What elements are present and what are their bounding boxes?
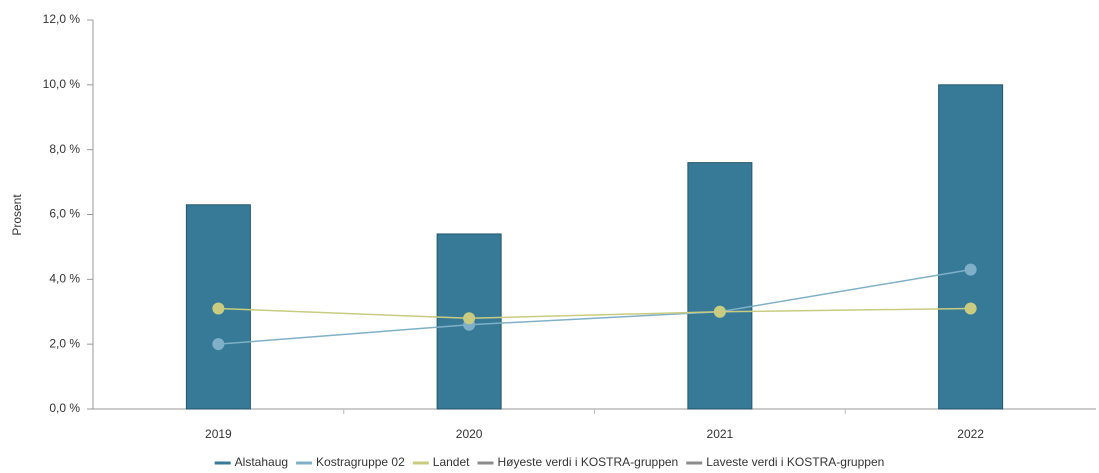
line [218,307,971,319]
point [212,302,225,315]
line [218,268,971,345]
y-axis-label: Prosent [10,194,24,236]
x-tick-label: 2021 [707,427,734,441]
point [212,338,225,351]
point [463,312,476,325]
point [964,263,977,276]
y-tick-label: 12,0 % [43,12,81,26]
legend-label: Laveste verdi i KOSTRA-gruppen [706,455,884,469]
y-tick-label: 10,0 % [43,77,81,91]
legend-label: Alstahaug [235,455,288,469]
legend-label: Kostragruppe 02 [316,455,405,469]
x-tick-label: 2022 [957,427,984,441]
y-tick-label: 6,0 % [49,207,80,221]
legend-label: Høyeste verdi i KOSTRA-gruppen [497,455,678,469]
y-tick-label: 4,0 % [49,272,80,286]
x-tick-label: 2020 [456,427,483,441]
y-tick-label: 8,0 % [49,142,80,156]
bar [687,162,753,410]
x-tick-label: 2019 [205,427,232,441]
y-tick-label: 2,0 % [49,336,80,350]
legend-label: Landet [433,455,470,469]
point [964,302,977,315]
bar [938,84,1004,410]
point [713,305,726,318]
y-tick-label: 0,0 % [49,401,80,415]
